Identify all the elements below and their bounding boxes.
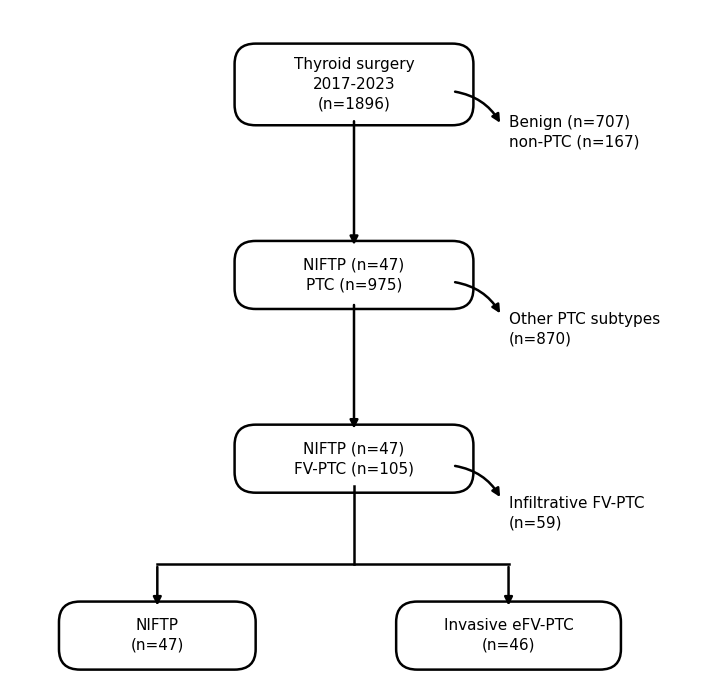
Text: Invasive eFV-PTC
(n=46): Invasive eFV-PTC (n=46) xyxy=(444,618,573,653)
FancyBboxPatch shape xyxy=(234,44,474,126)
Text: NIFTP (n=47)
PTC (n=975): NIFTP (n=47) PTC (n=975) xyxy=(303,257,405,292)
Text: NIFTP (n=47)
FV-PTC (n=105): NIFTP (n=47) FV-PTC (n=105) xyxy=(294,441,414,476)
Text: Benign (n=707)
non-PTC (n=167): Benign (n=707) non-PTC (n=167) xyxy=(508,115,639,150)
Text: Infiltrative FV-PTC
(n=59): Infiltrative FV-PTC (n=59) xyxy=(508,496,644,530)
FancyBboxPatch shape xyxy=(234,241,474,309)
Text: Other PTC subtypes
(n=870): Other PTC subtypes (n=870) xyxy=(508,312,660,347)
FancyBboxPatch shape xyxy=(396,602,621,670)
Text: NIFTP
(n=47): NIFTP (n=47) xyxy=(131,618,184,653)
FancyBboxPatch shape xyxy=(234,425,474,493)
Text: Thyroid surgery
2017-2023
(n=1896): Thyroid surgery 2017-2023 (n=1896) xyxy=(294,57,414,112)
FancyBboxPatch shape xyxy=(59,602,256,670)
